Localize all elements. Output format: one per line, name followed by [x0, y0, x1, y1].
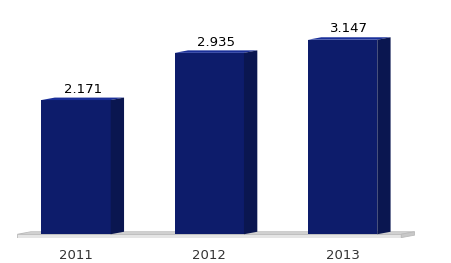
Polygon shape [174, 50, 257, 53]
Polygon shape [110, 98, 124, 234]
Polygon shape [41, 98, 124, 100]
Polygon shape [244, 50, 257, 234]
Text: 2.935: 2.935 [197, 36, 235, 48]
Text: 2013: 2013 [325, 249, 359, 262]
Polygon shape [307, 37, 390, 40]
Polygon shape [377, 37, 390, 234]
Text: 3.147: 3.147 [330, 22, 368, 36]
Polygon shape [400, 232, 414, 238]
Text: 2.171: 2.171 [64, 83, 101, 96]
Polygon shape [174, 53, 244, 234]
Polygon shape [41, 100, 110, 234]
Polygon shape [18, 232, 414, 234]
Polygon shape [18, 234, 400, 238]
Text: 2012: 2012 [192, 249, 226, 262]
Polygon shape [307, 40, 377, 234]
Text: 2011: 2011 [59, 249, 93, 262]
